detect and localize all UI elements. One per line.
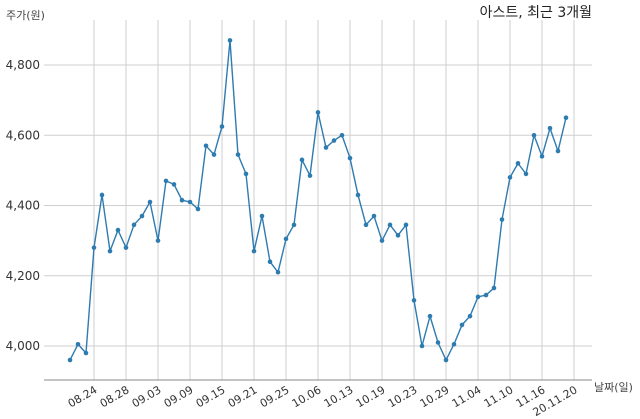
data-point: [259, 213, 265, 219]
y-tick-labels: 4,000 4,200 4,400 4,600 4,800: [6, 58, 40, 353]
x-tick-label: 09.25: [258, 383, 292, 410]
x-tick-label: 11.04: [450, 383, 484, 410]
data-point: [531, 132, 537, 138]
data-point: [355, 192, 361, 198]
data-point: [275, 269, 281, 275]
data-point: [283, 236, 289, 242]
y-tick-label: 4,600: [6, 128, 40, 142]
data-point: [67, 357, 73, 363]
x-tick-label: 11.10: [482, 383, 516, 410]
data-point: [75, 341, 81, 347]
data-point: [107, 248, 113, 254]
data-point: [483, 292, 489, 298]
data-point: [363, 222, 369, 228]
x-tick-label: 09.09: [162, 383, 196, 410]
data-point: [227, 38, 233, 43]
x-axis-label: 날짜(일): [594, 380, 633, 394]
data-point: [243, 171, 249, 177]
data-point: [395, 233, 401, 238]
data-point: [467, 313, 473, 319]
data-point: [387, 222, 393, 228]
data-point: [307, 173, 313, 178]
chart-title: 아스트, 최근 3개월: [480, 5, 592, 21]
x-tick-label: 10.19: [354, 383, 388, 410]
data-point: [267, 259, 273, 265]
x-tick-label: 10.29: [418, 383, 452, 410]
x-tick-label: 10.13: [322, 383, 356, 410]
data-point: [291, 222, 297, 228]
data-point: [219, 124, 225, 129]
x-tick-label: 09.15: [194, 383, 228, 410]
data-point: [419, 343, 425, 349]
data-point: [459, 322, 465, 328]
data-point: [499, 217, 505, 222]
data-point: [347, 155, 353, 161]
data-point: [475, 294, 481, 300]
x-tick-label: 09.21: [226, 383, 260, 410]
data-point: [235, 152, 241, 157]
x-tick-label: 10.06: [290, 383, 324, 410]
data-point: [131, 222, 137, 228]
data-point: [379, 238, 385, 243]
data-point: [523, 171, 529, 177]
data-point: [179, 197, 185, 203]
grid-lines: [44, 20, 592, 380]
y-tick-label: 4,000: [6, 339, 40, 353]
data-point: [443, 357, 449, 363]
data-point: [155, 238, 161, 243]
x-tick-labels: 08.2408.2809.0309.0909.1509.2109.2510.06…: [66, 383, 580, 419]
x-tick-label: 10.23: [386, 383, 420, 410]
data-point: [315, 110, 321, 115]
data-point: [491, 285, 497, 291]
data-point: [147, 199, 153, 205]
price-series: [67, 38, 569, 363]
data-point: [99, 192, 105, 198]
y-tick-label: 4,400: [6, 199, 40, 213]
x-tick-label: 08.28: [98, 383, 132, 410]
data-point: [195, 206, 201, 212]
data-point: [555, 148, 561, 154]
data-point: [451, 341, 457, 347]
data-point: [563, 115, 569, 120]
data-point: [411, 298, 417, 303]
data-point: [171, 182, 177, 187]
data-point: [203, 143, 209, 149]
x-tick-label: 09.03: [130, 383, 164, 410]
x-tick-label: 08.24: [66, 383, 100, 410]
data-point: [187, 199, 193, 205]
data-point: [123, 245, 129, 250]
data-point: [83, 350, 89, 356]
data-point: [515, 161, 521, 166]
data-point: [115, 227, 121, 233]
data-point: [331, 138, 337, 143]
data-point: [507, 175, 513, 180]
data-point: [323, 145, 329, 150]
data-point: [371, 213, 377, 219]
data-point: [299, 157, 305, 163]
data-point: [339, 132, 345, 138]
y-axis-label: 주가(원): [6, 9, 45, 22]
data-point: [139, 213, 145, 219]
data-point: [427, 313, 433, 319]
data-point: [547, 125, 553, 131]
y-tick-label: 4,200: [6, 269, 40, 283]
data-point: [435, 340, 441, 345]
data-point: [539, 154, 545, 159]
data-point: [251, 248, 257, 254]
data-point: [211, 152, 217, 157]
data-point: [163, 178, 169, 184]
y-tick-label: 4,800: [6, 58, 40, 72]
data-point: [91, 245, 97, 250]
data-point: [403, 222, 409, 228]
